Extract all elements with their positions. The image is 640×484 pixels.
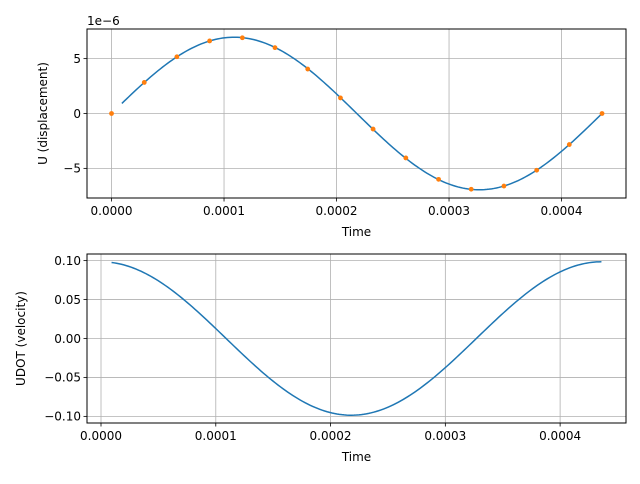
y-tick-label: −5: [63, 162, 81, 176]
y-tick-label: 5: [73, 52, 81, 66]
x-tick-label: 0.0004: [541, 204, 583, 218]
plot-series: [111, 261, 602, 416]
x-tick-label: 0.0003: [424, 429, 466, 443]
y-tick-label: 0.00: [54, 332, 81, 346]
data-point: [239, 35, 245, 41]
y-ticks: −0.10 −0.05 0.00 0.05 0.10: [44, 254, 87, 424]
data-point: [272, 45, 278, 51]
x-axis-label: Time: [341, 450, 371, 464]
x-tick-label: 0.0004: [539, 429, 581, 443]
x-axis-label: Time: [341, 225, 371, 239]
data-point: [141, 80, 147, 85]
y-tick-label: −0.10: [44, 410, 81, 424]
data-point: [534, 167, 540, 173]
y-tick-label: 0.05: [54, 293, 81, 307]
data-point: [109, 111, 114, 116]
x-ticks: 0.0000 0.0001 0.0002 0.0003 0.0004: [91, 198, 583, 218]
x-tick-label: 0.0002: [310, 429, 352, 443]
x-tick-label: 0.0003: [428, 204, 470, 218]
plot-series: [109, 35, 605, 192]
y-tick-label: 0: [73, 107, 81, 121]
data-point: [305, 66, 311, 72]
displacement-plot: 0.0000 0.0001 0.0002 0.0003 0.0004 −5 0 5 Time…: [36, 14, 627, 239]
grid-lines: [87, 254, 626, 423]
data-point: [599, 111, 605, 116]
data-point: [338, 95, 343, 101]
x-tick-label: 0.0002: [316, 204, 358, 218]
y-axis-label: UDOT (velocity): [14, 291, 28, 386]
x-tick-label: 0.0000: [80, 429, 122, 443]
y-axis-label: U (displacement): [36, 62, 50, 165]
data-point: [566, 142, 572, 147]
x-tick-label: 0.0001: [195, 429, 237, 443]
data-point: [403, 155, 409, 161]
data-point: [207, 38, 213, 44]
data-point: [436, 176, 441, 182]
data-point: [174, 54, 180, 60]
series-line: [111, 261, 602, 416]
x-ticks: 0.0000 0.0001 0.0002 0.0003 0.0004: [80, 423, 581, 443]
y-tick-label: −0.05: [44, 371, 81, 385]
data-point: [501, 183, 507, 189]
velocity-plot: 0.0000 0.0001 0.0002 0.0003 0.0004 −0.10 −0.0…: [14, 253, 627, 464]
y-axis-offset-label: 1e−6: [87, 14, 120, 28]
x-tick-label: 0.0000: [91, 204, 133, 218]
y-ticks: −5 0 5: [63, 52, 87, 176]
x-tick-label: 0.0001: [203, 204, 245, 218]
series-line: [121, 36, 603, 191]
y-tick-label: 0.10: [54, 254, 81, 268]
data-point: [370, 126, 376, 132]
data-point: [468, 186, 474, 192]
